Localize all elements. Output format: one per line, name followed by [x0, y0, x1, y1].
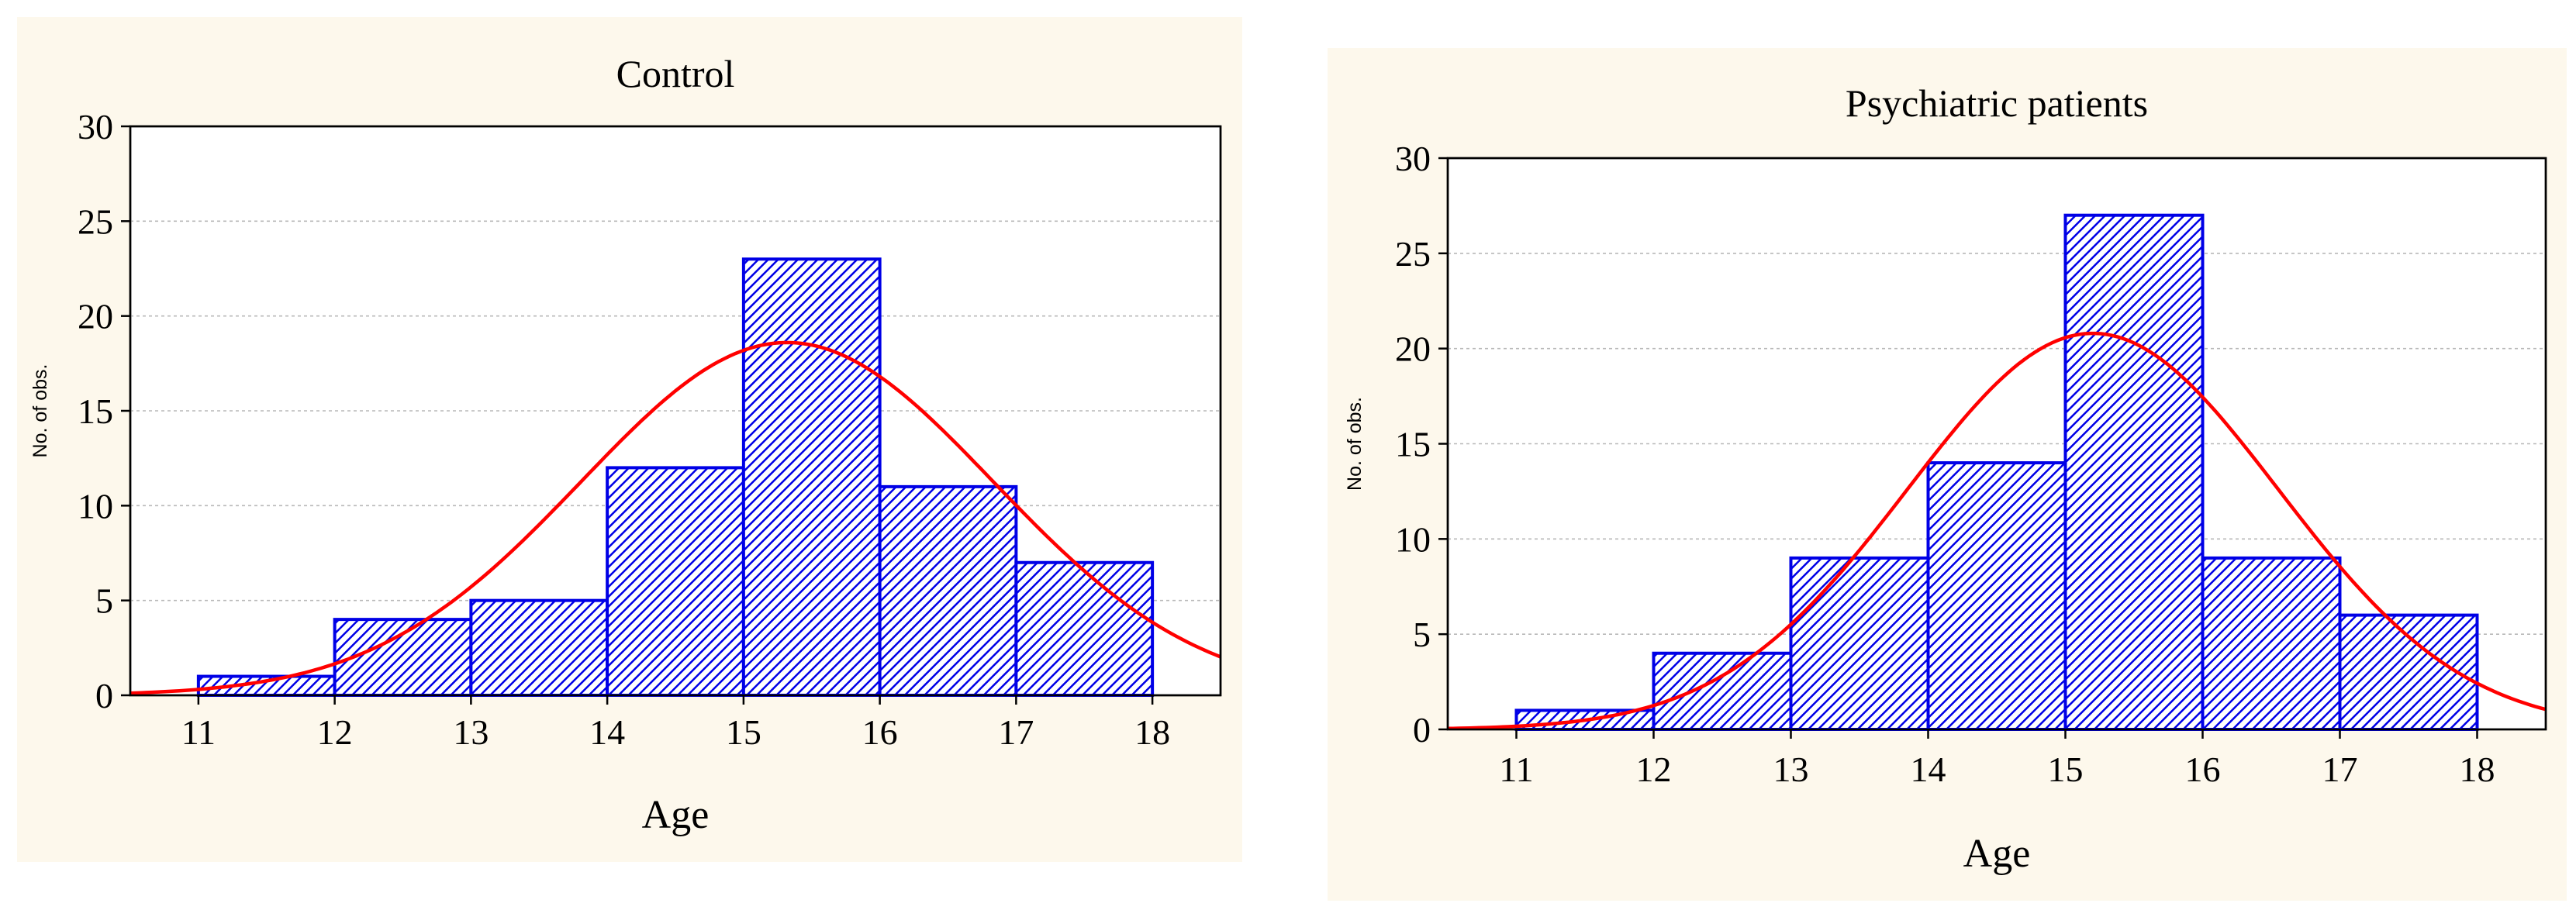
y-tick-label: 5: [95, 581, 113, 621]
x-tick-label: 16: [2185, 750, 2221, 789]
x-tick-label: 18: [2460, 750, 2495, 789]
histogram-bar: [878, 484, 1018, 697]
histogram-bar: [1926, 461, 2067, 731]
x-tick-label: 13: [1773, 750, 1809, 789]
x-tick-label: 16: [862, 712, 898, 752]
psychiatric-patients-histogram: 0 5 10 15 20 25 30 11 12 13 14 15 16 17 18 Psychiatric …: [1328, 48, 2567, 901]
histogram-bar: [1652, 651, 1793, 732]
x-tick-label: 14: [589, 712, 625, 752]
chart-title: Psychiatric patients: [1846, 81, 2148, 125]
x-tick-label: 15: [2048, 750, 2084, 789]
x-tick-label: 15: [726, 712, 761, 752]
histogram-bar: [2063, 213, 2205, 731]
x-tick-label: 11: [181, 712, 216, 752]
x-tick-label: 11: [1499, 750, 1533, 789]
histogram-bar: [469, 598, 609, 698]
y-tick-label: 0: [95, 676, 113, 715]
x-tick-label: 14: [1911, 750, 1946, 789]
x-tick-label: 13: [453, 712, 489, 752]
y-axis-title: No. of obs.: [1344, 397, 1366, 491]
normal-fit-curve: [129, 340, 1221, 695]
histogram-bar: [606, 466, 745, 698]
y-tick-label: 30: [1395, 139, 1431, 178]
histogram-bar: [741, 257, 882, 697]
y-tick-label: 0: [1413, 710, 1431, 750]
y-tick-label: 20: [1395, 329, 1431, 369]
histogram-bar: [2201, 556, 2342, 732]
histogram-bar: [1014, 560, 1155, 697]
y-tick-label: 25: [78, 202, 113, 241]
y-tick-label: 30: [78, 107, 113, 146]
y-tick-label: 15: [1395, 425, 1431, 464]
normal-fit-curve: [1447, 331, 2547, 731]
x-tick-label: 18: [1134, 712, 1170, 752]
control-histogram: 0 5 10 15 20 25 30 11 12 13 14 15 16 17 18 Control Age No…: [17, 17, 1242, 862]
x-tick-label: 12: [1636, 750, 1672, 789]
x-axis-title: Age: [642, 793, 710, 837]
x-axis-title: Age: [1963, 832, 2031, 876]
x-tick-label: 12: [317, 712, 353, 752]
y-tick-label: 20: [78, 297, 113, 336]
x-tick-label: 17: [998, 712, 1034, 752]
chart-title: Control: [616, 52, 735, 95]
y-tick-label: 25: [1395, 234, 1431, 274]
y-axis-title: No. of obs.: [29, 364, 51, 458]
y-tick-label: 5: [1413, 615, 1431, 654]
y-tick-label: 15: [78, 391, 113, 431]
y-tick-label: 10: [1395, 519, 1431, 559]
y-tick-label: 10: [78, 486, 113, 526]
x-tick-label: 17: [2322, 750, 2358, 789]
histogram-bar: [1789, 556, 1930, 732]
